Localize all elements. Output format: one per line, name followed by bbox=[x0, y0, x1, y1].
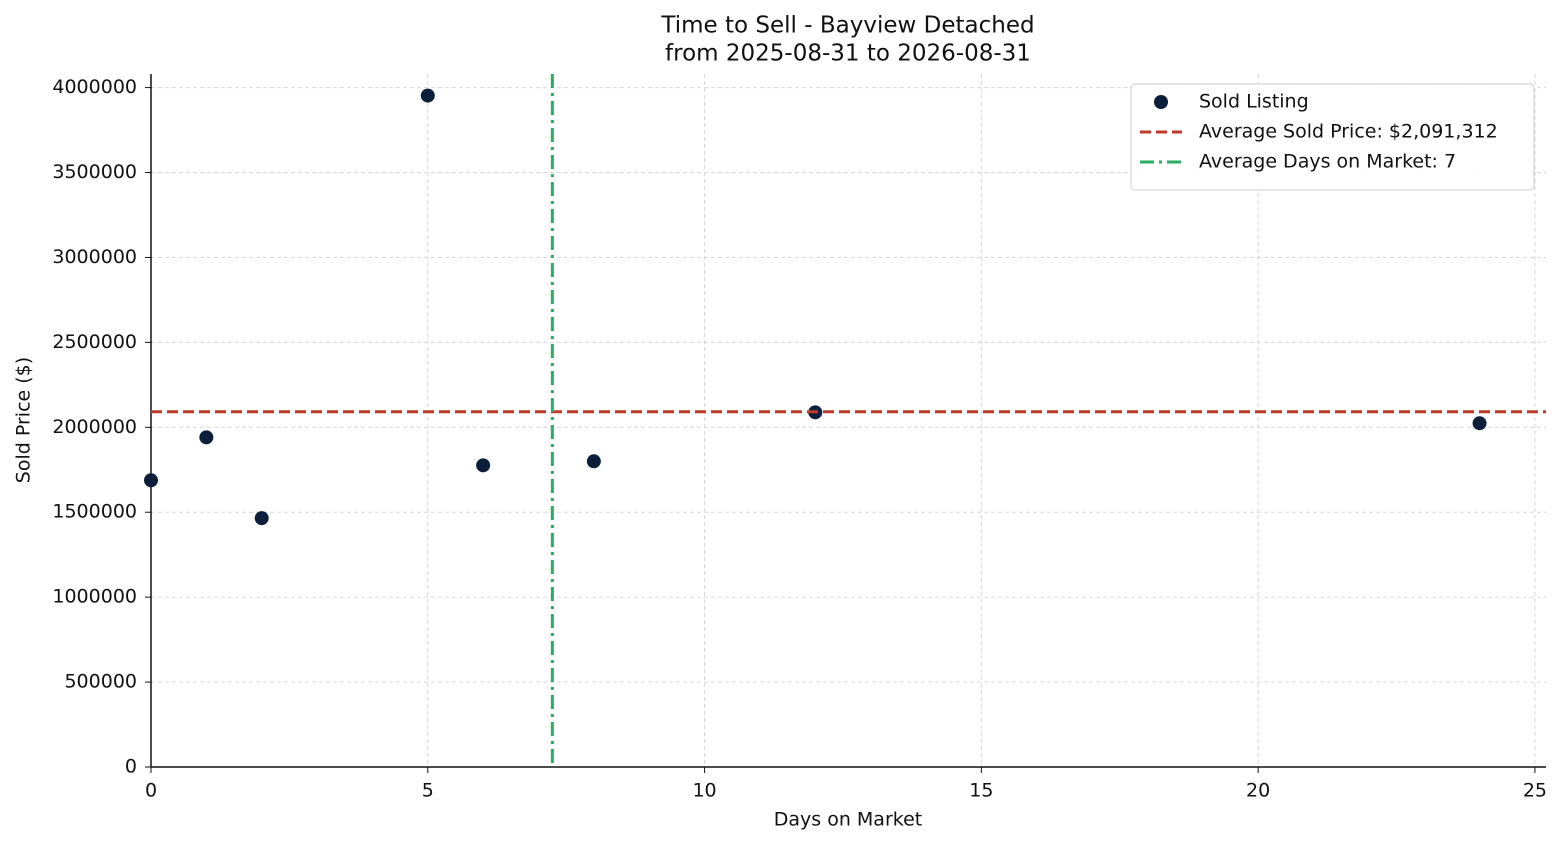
legend-label: Average Sold Price: $2,091,312 bbox=[1199, 121, 1498, 143]
x-tick-label: 0 bbox=[145, 780, 157, 802]
y-tick-label: 4000000 bbox=[52, 76, 137, 98]
data-point bbox=[144, 473, 158, 488]
legend-box bbox=[1130, 83, 1535, 191]
x-tick-label: 5 bbox=[422, 780, 434, 802]
y-tick-label: 1500000 bbox=[52, 501, 137, 523]
chart-subtitle: from 2025-08-31 to 2026-08-31 bbox=[665, 41, 1031, 67]
legend-label: Sold Listing bbox=[1199, 91, 1309, 113]
y-tick-label: 3500000 bbox=[52, 161, 137, 183]
y-axis-label: Sold Price ($) bbox=[13, 357, 35, 483]
legend-marker bbox=[1154, 95, 1168, 109]
chart-title: Time to Sell - Bayview Detached bbox=[660, 13, 1034, 39]
y-tick-label: 2500000 bbox=[52, 331, 137, 353]
legend: Sold Listing Average Sold Price: $2,091,3… bbox=[1130, 83, 1535, 191]
y-tick-label: 500000 bbox=[64, 671, 137, 693]
y-tick-label: 3000000 bbox=[52, 246, 137, 268]
x-axis-label: Days on Market bbox=[774, 809, 922, 831]
data-point bbox=[254, 511, 269, 526]
data-point bbox=[586, 454, 601, 469]
x-tick-label: 20 bbox=[1246, 780, 1270, 802]
y-tick-label: 1000000 bbox=[52, 586, 137, 608]
data-point bbox=[420, 88, 435, 103]
x-tick-label: 15 bbox=[969, 780, 993, 802]
data-point bbox=[1472, 416, 1487, 431]
x-tick-label: 25 bbox=[1523, 780, 1547, 802]
y-tick-label: 0 bbox=[125, 756, 137, 778]
x-tick-label: 10 bbox=[692, 780, 716, 802]
y-tick-label: 2000000 bbox=[52, 416, 137, 438]
legend-label: Average Days on Market: 7 bbox=[1199, 151, 1456, 173]
data-point bbox=[476, 458, 491, 473]
data-point bbox=[199, 430, 214, 445]
